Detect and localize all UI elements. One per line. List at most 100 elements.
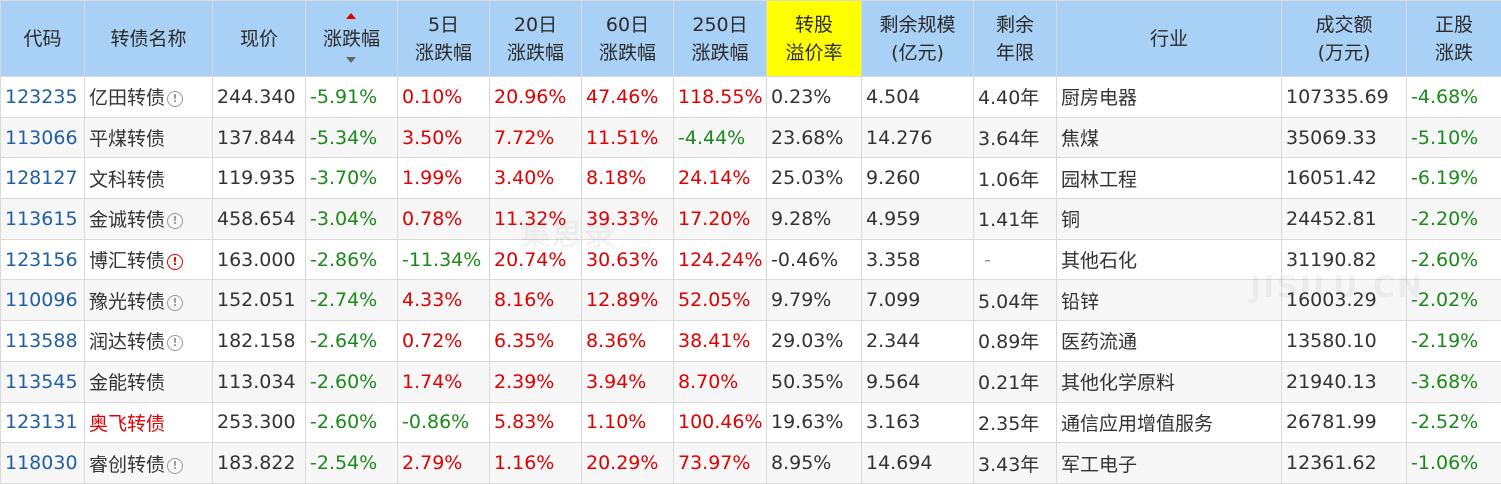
cell-d5: 1.74% (398, 361, 490, 402)
cell-scale-value: 3.163 (866, 411, 920, 433)
cell-name-value[interactable]: 睿创转债 (89, 454, 165, 476)
cell-name[interactable]: 文科转债 (85, 158, 213, 199)
cell-industry-value: 焦煤 (1061, 128, 1099, 150)
cell-industry-value: 铜 (1061, 209, 1080, 231)
cell-d20-value: 3.40% (494, 167, 554, 189)
cell-name-value[interactable]: 润达转债 (89, 331, 165, 353)
info-icon[interactable]: ! (167, 213, 183, 229)
column-header-volume[interactable]: 成交额(万元) (1282, 1, 1407, 77)
cell-name-value[interactable]: 豫光转债 (89, 291, 165, 313)
column-header-label: (万元) (1318, 42, 1371, 64)
column-header-industry[interactable]: 行业 (1057, 1, 1282, 77)
cell-name-value[interactable]: 奥飞转债 (89, 413, 165, 435)
cell-code-value[interactable]: 123235 (5, 86, 78, 108)
alert-icon[interactable]: ! (167, 254, 183, 270)
cell-code-value[interactable]: 123131 (5, 411, 78, 433)
cell-code-value[interactable]: 113588 (5, 330, 78, 352)
column-header-d5[interactable]: 5日涨跌幅 (398, 1, 490, 77)
cell-name[interactable]: 博汇转债! (85, 239, 213, 280)
column-header-d60[interactable]: 60日涨跌幅 (582, 1, 674, 77)
cell-code-value[interactable]: 128127 (5, 167, 78, 189)
info-icon[interactable]: ! (167, 458, 183, 474)
cell-name-value[interactable]: 平煤转债 (89, 128, 165, 150)
cell-d250-value: 8.70% (678, 371, 738, 393)
cell-code-value[interactable]: 123156 (5, 249, 78, 271)
cell-d5: 0.78% (398, 199, 490, 240)
column-header-scale[interactable]: 剩余规模(亿元) (862, 1, 974, 77)
cell-name-value[interactable]: 文科转债 (89, 169, 165, 191)
column-header-code[interactable]: 代码 (1, 1, 85, 77)
cell-name-value[interactable]: 博汇转债 (89, 250, 165, 272)
column-header-stock[interactable]: 正股涨跌 (1407, 1, 1501, 77)
cell-years: 4.40年 (974, 77, 1057, 118)
cell-code-value[interactable]: 113615 (5, 208, 78, 230)
cell-volume: 12361.62 (1282, 443, 1407, 484)
column-header-label: 代码 (23, 28, 61, 50)
cell-change: -2.74% (306, 280, 398, 321)
info-icon[interactable]: ! (167, 295, 183, 311)
cell-code[interactable]: 110096 (1, 280, 85, 321)
cell-name[interactable]: 润达转债! (85, 321, 213, 362)
cell-stock: -2.20% (1407, 199, 1501, 240)
cell-code[interactable]: 113066 (1, 117, 85, 158)
column-header-label: 5日 (428, 14, 459, 36)
cell-name-value[interactable]: 金能转债 (89, 372, 165, 394)
info-icon[interactable]: ! (167, 335, 183, 351)
cell-name-value[interactable]: 金诚转债 (89, 209, 165, 231)
column-header-label: 涨跌幅 (323, 28, 380, 50)
column-header-price[interactable]: 现价 (213, 1, 306, 77)
cell-d250: 52.05% (674, 280, 767, 321)
cell-code-value[interactable]: 113545 (5, 371, 78, 393)
cell-name[interactable]: 金能转债 (85, 361, 213, 402)
cell-code[interactable]: 113545 (1, 361, 85, 402)
cell-code[interactable]: 118030 (1, 443, 85, 484)
cell-d60: 39.33% (582, 199, 674, 240)
cell-code[interactable]: 123131 (1, 402, 85, 443)
cell-scale: 14.694 (862, 443, 974, 484)
cell-code-value[interactable]: 110096 (5, 289, 78, 311)
cell-price: 183.822 (213, 443, 306, 484)
column-header-name[interactable]: 转债名称 (85, 1, 213, 77)
cell-d20-value: 2.39% (494, 371, 554, 393)
cell-code-value[interactable]: 113066 (5, 127, 78, 149)
cell-volume-value: 26781.99 (1286, 411, 1377, 433)
cell-d5: -11.34% (398, 239, 490, 280)
column-header-d250[interactable]: 250日涨跌幅 (674, 1, 767, 77)
cell-name-value[interactable]: 亿田转债 (89, 87, 165, 109)
cell-name[interactable]: 平煤转债 (85, 117, 213, 158)
column-header-years[interactable]: 剩余年限 (974, 1, 1057, 77)
cell-code[interactable]: 123156 (1, 239, 85, 280)
cell-name[interactable]: 奥飞转债 (85, 402, 213, 443)
sort-descending-icon[interactable] (346, 57, 356, 63)
sort-ascending-icon[interactable] (346, 13, 356, 19)
column-header-premium[interactable]: 转股溢价率 (767, 1, 862, 77)
cell-code[interactable]: 113588 (1, 321, 85, 362)
cell-code-value[interactable]: 118030 (5, 452, 78, 474)
cell-code[interactable]: 128127 (1, 158, 85, 199)
info-icon[interactable]: ! (167, 91, 183, 107)
cell-name[interactable]: 亿田转债! (85, 77, 213, 118)
cell-d60: 8.18% (582, 158, 674, 199)
cell-industry-value: 园林工程 (1061, 169, 1137, 191)
cell-code[interactable]: 123235 (1, 77, 85, 118)
column-header-d20[interactable]: 20日涨跌幅 (490, 1, 582, 77)
column-header-label: 250日 (692, 14, 747, 36)
column-header-change[interactable]: 涨跌幅 (306, 1, 398, 77)
cell-name[interactable]: 睿创转债! (85, 443, 213, 484)
cell-price: 253.300 (213, 402, 306, 443)
cell-code[interactable]: 113615 (1, 199, 85, 240)
cell-change-value: -5.91% (310, 86, 377, 108)
column-header-label: 涨跌幅 (691, 42, 748, 64)
cell-name[interactable]: 金诚转债! (85, 199, 213, 240)
cell-name[interactable]: 豫光转债! (85, 280, 213, 321)
